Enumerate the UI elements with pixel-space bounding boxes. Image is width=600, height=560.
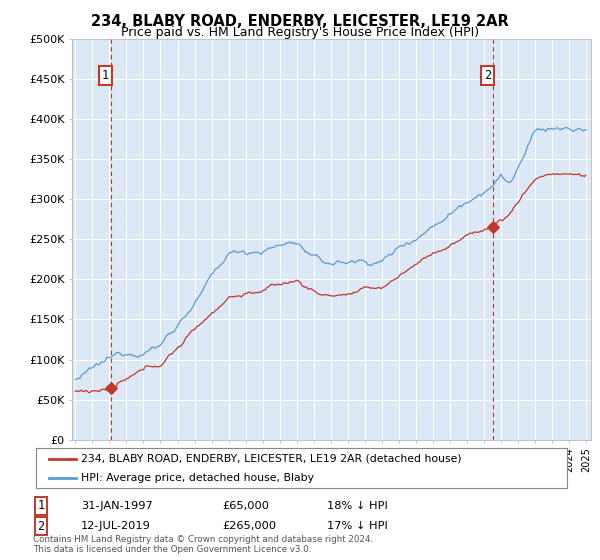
Text: £265,000: £265,000 bbox=[222, 521, 276, 531]
Text: 234, BLABY ROAD, ENDERBY, LEICESTER, LE19 2AR (detached house): 234, BLABY ROAD, ENDERBY, LEICESTER, LE1… bbox=[81, 454, 462, 464]
Point bbox=[106, 383, 116, 392]
Text: 234, BLABY ROAD, ENDERBY, LEICESTER, LE19 2AR: 234, BLABY ROAD, ENDERBY, LEICESTER, LE1… bbox=[91, 14, 509, 29]
Text: 18% ↓ HPI: 18% ↓ HPI bbox=[327, 501, 388, 511]
Text: 31-JAN-1997: 31-JAN-1997 bbox=[81, 501, 153, 511]
Text: 1: 1 bbox=[102, 69, 109, 82]
Text: £65,000: £65,000 bbox=[222, 501, 269, 511]
Point bbox=[488, 223, 497, 232]
Text: HPI: Average price, detached house, Blaby: HPI: Average price, detached house, Blab… bbox=[81, 473, 314, 483]
Text: 2: 2 bbox=[484, 69, 491, 82]
Text: Price paid vs. HM Land Registry's House Price Index (HPI): Price paid vs. HM Land Registry's House … bbox=[121, 26, 479, 39]
Text: 2: 2 bbox=[37, 520, 44, 533]
Text: 17% ↓ HPI: 17% ↓ HPI bbox=[327, 521, 388, 531]
Text: 12-JUL-2019: 12-JUL-2019 bbox=[81, 521, 151, 531]
Text: Contains HM Land Registry data © Crown copyright and database right 2024.
This d: Contains HM Land Registry data © Crown c… bbox=[33, 535, 373, 554]
Text: 1: 1 bbox=[37, 499, 44, 512]
